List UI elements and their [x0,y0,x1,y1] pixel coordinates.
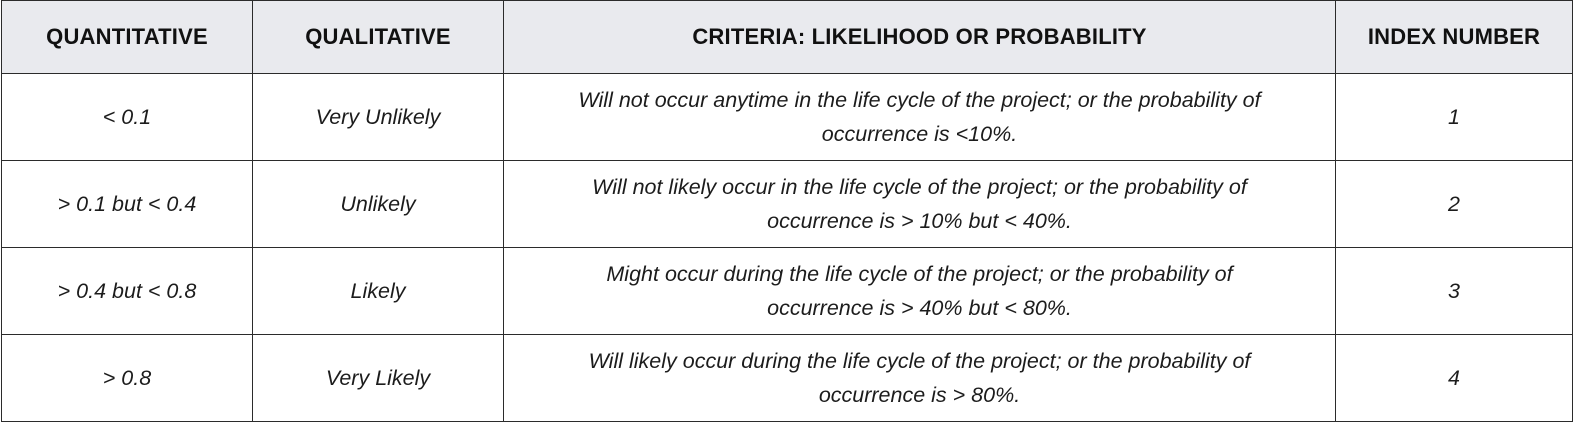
header-criteria: CRITERIA: LIKELIHOOD OR PROBABILITY [503,0,1336,74]
quantitative-cell: < 0.1 [1,73,253,161]
index-number-cell: 3 [1335,247,1573,335]
index-number-cell: 4 [1335,334,1573,422]
qualitative-cell: Very Likely [252,334,504,422]
criteria-line: Might occur during the life cycle of the… [606,262,1233,286]
qualitative-cell: Likely [252,247,504,335]
table-row: > 0.4 but < 0.8 Likely Might occur durin… [1,247,1573,335]
criteria-line: Will not likely occur in the life cycle … [592,175,1247,199]
table-header-row: QUANTITATIVE QUALITATIVE CRITERIA: LIKEL… [1,0,1573,74]
qualitative-cell: Very Unlikely [252,73,504,161]
criteria-cell: Will not occur anytime in the life cycle… [503,73,1336,161]
criteria-cell: Might occur during the life cycle of the… [503,247,1336,335]
criteria-cell: Will not likely occur in the life cycle … [503,160,1336,248]
header-index-number: INDEX NUMBER [1335,0,1573,74]
criteria-line: Will not occur anytime in the life cycle… [578,88,1261,112]
quantitative-cell: > 0.1 but < 0.4 [1,160,253,248]
criteria-line: occurrence is > 10% but < 40%. [767,209,1072,233]
criteria-line: occurrence is > 80%. [818,383,1021,407]
criteria-line: Will likely occur during the life cycle … [588,349,1251,373]
index-number-cell: 1 [1335,73,1573,161]
header-quantitative: QUANTITATIVE [1,0,253,74]
quantitative-cell: > 0.4 but < 0.8 [1,247,253,335]
table-row: > 0.8 Very Likely Will likely occur duri… [1,334,1573,422]
criteria-line: occurrence is <10%. [821,122,1018,146]
quantitative-cell: > 0.8 [1,334,253,422]
table-row: > 0.1 but < 0.4 Unlikely Will not likely… [1,160,1573,248]
index-number-cell: 2 [1335,160,1573,248]
criteria-cell: Will likely occur during the life cycle … [503,334,1336,422]
table-row: < 0.1 Very Unlikely Will not occur anyti… [1,73,1573,161]
criteria-line: occurrence is > 40% but < 80%. [767,296,1072,320]
qualitative-cell: Unlikely [252,160,504,248]
header-qualitative: QUALITATIVE [252,0,504,74]
